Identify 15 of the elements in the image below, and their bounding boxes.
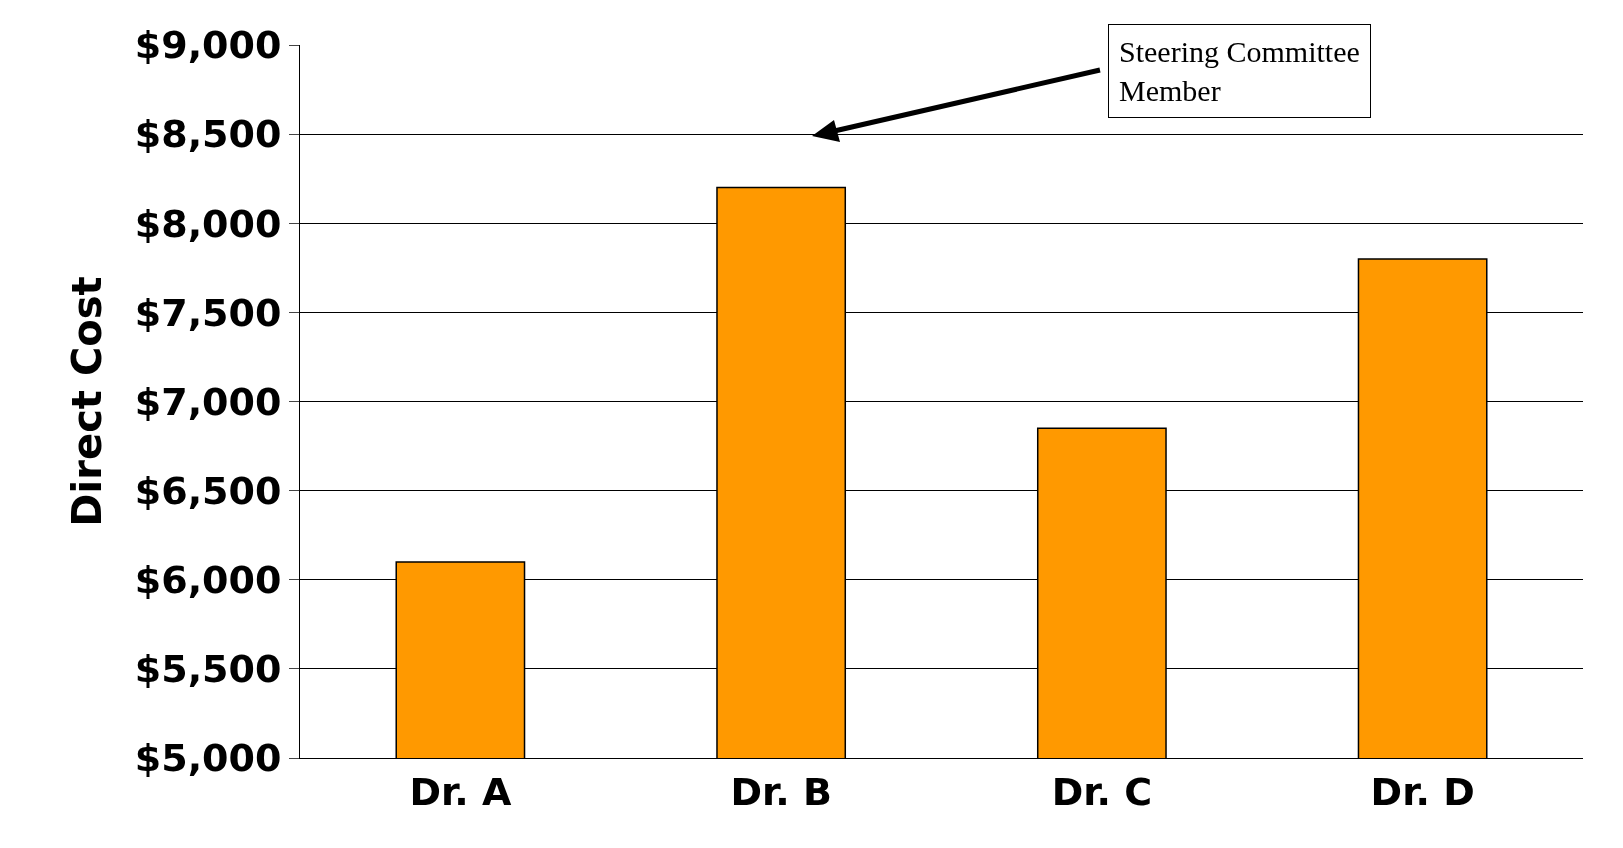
x-tick-label: Dr. A [409, 769, 512, 814]
y-tick-label: $6,000 [134, 558, 282, 603]
y-tick-label: $7,000 [134, 379, 282, 424]
y-tick-label: $8,500 [134, 112, 282, 157]
y-tick-label: $5,500 [134, 647, 282, 692]
x-tick-label: Dr. D [1370, 769, 1475, 814]
y-tick-label: $6,500 [134, 468, 282, 513]
y-tick-label: $7,500 [134, 290, 282, 335]
y-tick-label: $9,000 [134, 23, 282, 68]
x-tick-label: Dr. B [730, 769, 832, 814]
y-tick-label: $5,000 [134, 736, 282, 781]
y-axis-title: Direct Cost [64, 276, 111, 527]
y-tick-label: $8,000 [134, 201, 282, 246]
annotation: Steering Committee Member [1119, 35, 1360, 107]
x-tick-label: Dr. C [1051, 769, 1153, 814]
